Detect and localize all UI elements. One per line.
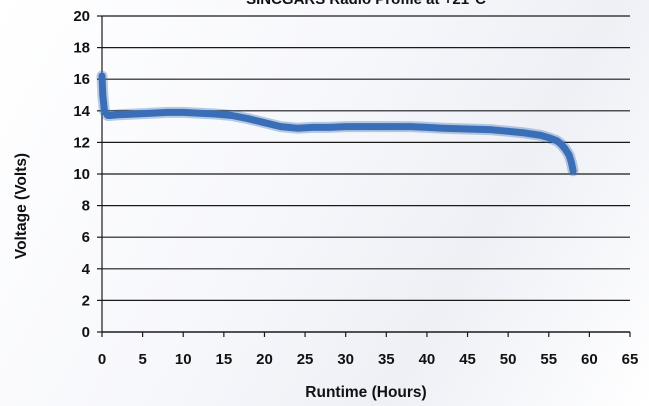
series-group: [96, 70, 579, 177]
x-tick-label: 40: [419, 351, 436, 368]
y-axis-title: Voltage (Volts): [13, 153, 30, 259]
x-tick-label: 35: [378, 351, 395, 368]
y-tick-label: 4: [82, 261, 91, 278]
x-tick-label: 50: [500, 351, 517, 368]
y-tick-label: 8: [82, 198, 90, 215]
x-tick-label: 20: [256, 351, 273, 368]
x-tick-label: 55: [540, 351, 557, 368]
y-tick-label: 18: [73, 40, 90, 57]
x-axis-title: Runtime (Hours): [305, 384, 426, 401]
y-tick-label: 10: [73, 166, 90, 183]
x-tick-label: 5: [138, 351, 146, 368]
x-tick-label: 65: [622, 351, 639, 368]
x-tick-label: 25: [297, 351, 314, 368]
y-tick-label: 16: [73, 71, 90, 88]
grid-lines: [102, 15, 630, 301]
x-tick-label: 0: [98, 351, 106, 368]
x-tick-label: 15: [216, 351, 233, 368]
axes: [97, 15, 631, 337]
y-tick-label: 0: [82, 324, 90, 341]
y-tick-label: 20: [73, 8, 90, 25]
series-0-line: [98, 72, 577, 175]
x-tick-label: 60: [581, 351, 598, 368]
y-tick-label: 6: [82, 229, 90, 246]
y-tick-label: 2: [82, 292, 90, 309]
x-tick-label: 30: [337, 351, 354, 368]
series-0-band: [96, 70, 579, 177]
chart-title: SINCGARS Radio Profile at +21°C: [246, 0, 486, 8]
y-tick-label: 12: [73, 134, 90, 151]
y-tick-label: 14: [73, 103, 90, 120]
tick-labels: 0 2 4 6 8 10 12 14 16 18 20 0 5 10 15 20 25 30 35 40 45 50 55 6…: [73, 8, 638, 368]
x-tick-label: 45: [459, 351, 476, 368]
x-tick-label: 10: [175, 351, 192, 368]
